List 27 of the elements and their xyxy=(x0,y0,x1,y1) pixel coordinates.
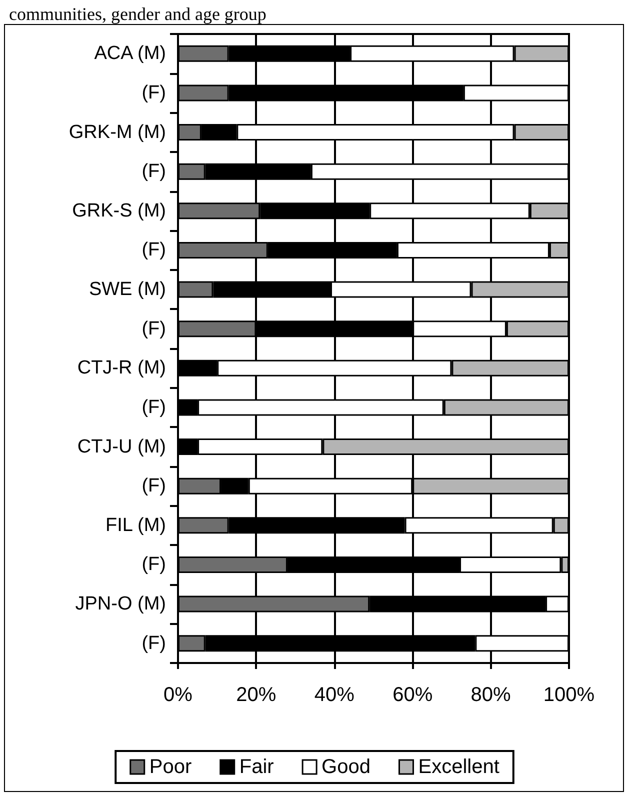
x-tick-label: 40% xyxy=(314,684,355,706)
x-tick-label: 80% xyxy=(470,684,512,706)
y-tick-label: CTJ-R (M) xyxy=(77,358,166,379)
y-tick-label: (F) xyxy=(142,161,166,182)
y-tick-label: JPN-O (M) xyxy=(75,594,166,615)
y-tick-label: (F) xyxy=(142,396,166,418)
x-tick-label: 60% xyxy=(392,684,433,706)
y-tick-label: CTJ-U (M) xyxy=(77,436,166,458)
y-tick-label: GRK-M (M) xyxy=(68,122,166,143)
y-tick-label: (F) xyxy=(142,240,166,261)
y-tick-label: SWE (M) xyxy=(88,279,166,300)
legend-label: Excellent xyxy=(418,756,500,778)
x-tick-label: 20% xyxy=(236,684,276,706)
legend-label: Poor xyxy=(149,756,192,778)
y-tick-label: (F) xyxy=(142,632,166,654)
x-tick-label: 0% xyxy=(164,684,193,706)
y-tick-label: ACA (M) xyxy=(94,43,166,64)
y-tick-label: GRK-S (M) xyxy=(72,200,166,222)
y-tick-label: (F) xyxy=(142,82,166,104)
y-tick-label: (F) xyxy=(142,476,166,497)
legend-label: Good xyxy=(322,756,370,778)
y-tick-label: (F) xyxy=(142,318,166,340)
legend-label: Fair xyxy=(239,756,274,778)
chart-title: communities, gender and age group xyxy=(9,4,266,24)
y-tick-label: (F) xyxy=(142,554,166,576)
x-tick-label: 100% xyxy=(543,684,595,706)
y-tick-label: FIL (M) xyxy=(105,514,166,536)
